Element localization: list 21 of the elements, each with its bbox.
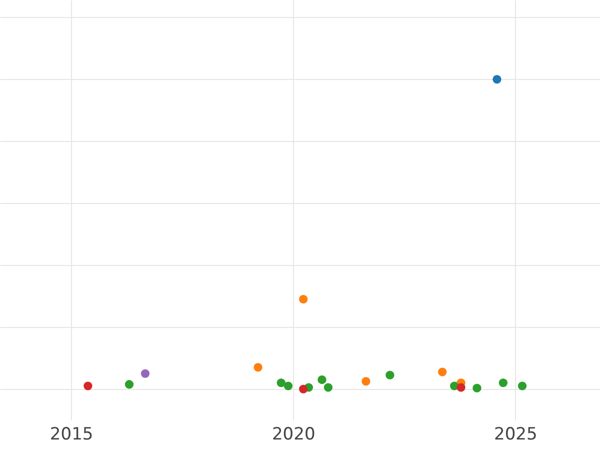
point (438, 368, 447, 376)
point (254, 363, 262, 372)
point (84, 382, 92, 390)
point (386, 370, 394, 380)
point (362, 376, 370, 386)
point (284, 382, 293, 390)
point (518, 382, 527, 390)
point (318, 375, 326, 384)
point (492, 74, 502, 84)
point (299, 294, 308, 304)
point (140, 369, 150, 378)
point (498, 378, 508, 388)
point (456, 383, 466, 392)
point (299, 384, 308, 394)
point (276, 378, 286, 388)
point (472, 384, 482, 392)
point (324, 383, 333, 392)
x-tick-label: 2015 (50, 424, 94, 444)
x-tick-label: 2025 (494, 424, 538, 444)
x-tick-label: 2020 (272, 424, 316, 444)
point (124, 380, 134, 389)
